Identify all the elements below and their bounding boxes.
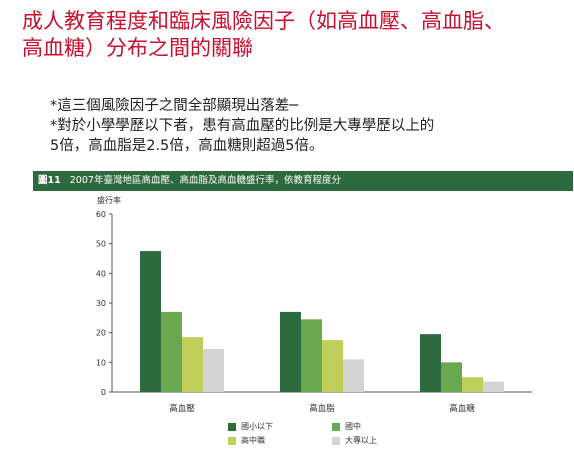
page-title: 成人教育程度和臨床風險因子（如高血壓、高血脂、 高血糖）分布之間的關聯 (22, 9, 505, 60)
y-tick-label: 50 (96, 240, 106, 249)
y-tick-label: 0 (101, 388, 106, 397)
bar (343, 359, 364, 392)
bar (441, 362, 462, 392)
legend-item: 國中 (332, 421, 361, 432)
y-tick-label: 10 (96, 358, 106, 367)
bullet-item: *對於小學學歷以下者，患有高血壓的比例是大專學歷以上的 5倍，高血脂是2.5倍，… (50, 118, 435, 154)
bar (161, 311, 182, 392)
legend-swatch (228, 422, 236, 431)
y-tick-label: 20 (96, 329, 106, 338)
legend-item: 國小以下 (228, 421, 273, 432)
y-tick-label: 30 (96, 299, 106, 308)
bullet-item: *這三個風險因子之間全部顯現出落差─ (50, 98, 298, 114)
bar (322, 340, 343, 392)
legend-swatch (332, 422, 340, 431)
bar (301, 319, 322, 392)
legend-label: 國小以下 (241, 422, 273, 431)
y-tick-label: 40 (96, 269, 106, 278)
bar (420, 334, 441, 392)
figure-header: 圖11 2007年臺灣地區高血壓、高血脂及高血糖盛行率，依教育程度分 (33, 171, 573, 191)
figure-title: 2007年臺灣地區高血壓、高血脂及高血糖盛行率，依教育程度分 (69, 175, 341, 186)
legend-label: 高中職 (241, 436, 265, 445)
x-tick-label: 高血脂 (309, 403, 335, 414)
legend-item: 大專以上 (332, 435, 377, 446)
bar (203, 348, 224, 392)
x-tick-label: 高血壓 (169, 403, 195, 414)
bullet-list: *這三個風險因子之間全部顯現出落差─ *對於小學學歷以下者，患有高血壓的比例是大… (50, 96, 565, 156)
legend-label: 大專以上 (345, 436, 377, 445)
legend-swatch (332, 436, 340, 445)
bar (140, 251, 161, 392)
bar (182, 337, 203, 392)
bar-chart: 盛行率 0 10 20 30 40 50 60 高血壓 高血脂 高血糖 (96, 195, 532, 414)
bar (280, 311, 301, 392)
bar (462, 377, 483, 392)
legend-label: 國中 (345, 422, 361, 431)
legend-item: 高中職 (228, 435, 265, 446)
legend-swatch (228, 436, 236, 445)
figure-tag: 圖11 (38, 175, 61, 186)
bar (483, 381, 504, 392)
y-axis-label: 盛行率 (97, 195, 121, 205)
bars (140, 251, 504, 392)
y-tick-label: 60 (96, 210, 106, 219)
x-tick-label: 高血糖 (449, 403, 475, 414)
